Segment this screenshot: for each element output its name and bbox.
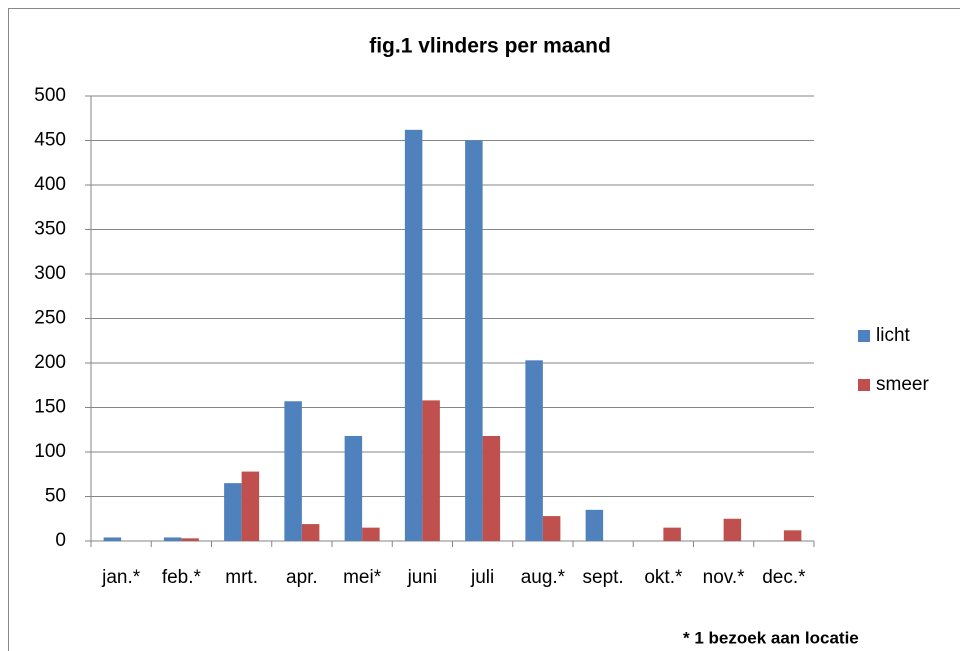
bar bbox=[163, 537, 182, 541]
y-tick-label: 150 bbox=[34, 397, 66, 418]
x-tick-label: juli bbox=[470, 567, 494, 588]
x-tick-label: feb.* bbox=[162, 567, 202, 588]
bar bbox=[783, 530, 802, 541]
legend-swatch bbox=[858, 330, 870, 342]
bar bbox=[723, 518, 742, 541]
legend-label: smeer bbox=[876, 374, 929, 395]
y-tick-label: 200 bbox=[34, 352, 66, 373]
bar bbox=[344, 435, 363, 541]
y-tick-label: 500 bbox=[34, 85, 66, 106]
annotation: * 1 bezoek aan locatie bbox=[683, 628, 859, 647]
x-tick-label: nov.* bbox=[703, 567, 746, 588]
y-tick-label: 0 bbox=[55, 530, 66, 551]
x-tick-label: apr. bbox=[286, 567, 318, 588]
x-tick-label: aug.* bbox=[521, 567, 566, 588]
bar bbox=[585, 509, 604, 541]
legend-swatch bbox=[858, 379, 870, 391]
bar bbox=[301, 524, 320, 541]
y-tick-label: 350 bbox=[34, 219, 66, 240]
y-tick-label: 450 bbox=[34, 130, 66, 151]
y-tick-label: 100 bbox=[34, 441, 66, 462]
y-tick-label: 50 bbox=[45, 486, 66, 507]
bar bbox=[663, 527, 681, 541]
x-tick-label: dec.* bbox=[762, 567, 806, 588]
x-tick-label: okt.* bbox=[644, 567, 683, 588]
y-tick-label: 250 bbox=[34, 308, 66, 329]
bar bbox=[422, 400, 440, 541]
bar bbox=[181, 538, 199, 541]
x-tick-label: mrt. bbox=[225, 567, 258, 588]
bar bbox=[241, 471, 260, 541]
bar bbox=[103, 537, 122, 541]
bar bbox=[465, 140, 483, 541]
bar bbox=[542, 516, 561, 541]
y-tick-label: 400 bbox=[34, 174, 66, 195]
x-tick-label: jan.* bbox=[101, 567, 141, 588]
bar bbox=[404, 129, 423, 541]
x-tick-label: mei* bbox=[343, 567, 382, 588]
bar bbox=[482, 435, 501, 541]
x-tick-label: juni bbox=[407, 567, 438, 588]
bar bbox=[284, 401, 302, 541]
bar bbox=[525, 360, 543, 541]
bar bbox=[224, 483, 242, 541]
bar bbox=[362, 527, 380, 541]
y-tick-label: 300 bbox=[34, 263, 66, 284]
chart-frame bbox=[8, 8, 960, 651]
x-tick-label: sept. bbox=[583, 567, 624, 588]
chart-title: fig.1 vlinders per maand bbox=[369, 35, 611, 58]
legend-label: licht bbox=[876, 325, 911, 346]
